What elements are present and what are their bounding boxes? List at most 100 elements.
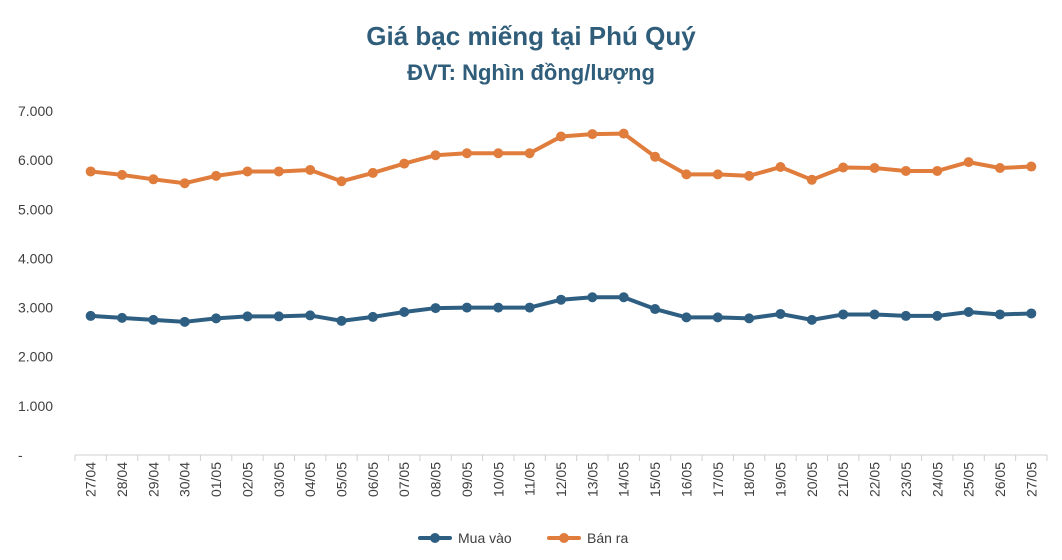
data-point bbox=[587, 292, 598, 303]
y-tick-label: 3.000 bbox=[18, 300, 53, 316]
data-point bbox=[744, 313, 755, 324]
data-point bbox=[493, 148, 504, 159]
x-tick-label: 30/04 bbox=[177, 462, 193, 497]
y-tick-label: 5.000 bbox=[18, 201, 53, 217]
x-tick-label: 04/05 bbox=[302, 462, 318, 497]
chart-subtitle: ĐVT: Nghìn đồng/lượng bbox=[407, 60, 655, 85]
data-point bbox=[838, 162, 849, 173]
data-point bbox=[430, 150, 441, 161]
legend-swatch-marker bbox=[559, 533, 569, 543]
data-point bbox=[900, 165, 911, 176]
x-tick-label: 20/05 bbox=[804, 462, 820, 497]
x-tick-label: 21/05 bbox=[835, 462, 851, 497]
data-point bbox=[461, 302, 472, 313]
chart-title: Giá bạc miếng tại Phú Quý bbox=[366, 21, 696, 51]
x-tick-label: 06/05 bbox=[365, 462, 381, 497]
data-point bbox=[273, 166, 284, 177]
x-tick-label: 25/05 bbox=[961, 462, 977, 497]
data-point bbox=[806, 314, 817, 325]
data-point bbox=[994, 163, 1005, 174]
x-tick-label: 27/05 bbox=[1023, 462, 1039, 497]
series-0 bbox=[85, 292, 1037, 327]
x-tick-label: 15/05 bbox=[647, 462, 663, 497]
x-tick-label: 29/04 bbox=[145, 462, 161, 497]
data-point bbox=[963, 306, 974, 317]
data-point bbox=[273, 311, 284, 322]
data-point bbox=[461, 148, 472, 159]
data-point bbox=[556, 294, 566, 305]
data-point bbox=[367, 311, 378, 322]
data-point bbox=[211, 313, 222, 324]
data-point bbox=[179, 316, 190, 327]
data-point bbox=[367, 167, 378, 178]
data-point bbox=[932, 165, 943, 176]
x-tick-label: 01/05 bbox=[208, 462, 224, 497]
data-point bbox=[744, 170, 755, 181]
legend-label: Bán ra bbox=[587, 530, 628, 546]
data-point bbox=[242, 311, 253, 322]
x-tick-label: 03/05 bbox=[271, 462, 287, 497]
data-point bbox=[650, 304, 661, 315]
data-point bbox=[493, 302, 504, 313]
data-point bbox=[336, 176, 347, 187]
x-tick-label: 27/04 bbox=[83, 462, 99, 497]
data-point bbox=[242, 166, 253, 177]
data-point bbox=[869, 309, 880, 320]
x-tick-label: 12/05 bbox=[553, 462, 569, 497]
data-point bbox=[932, 310, 943, 321]
x-tick-label: 07/05 bbox=[396, 462, 412, 497]
series-layer bbox=[85, 128, 1037, 327]
data-point bbox=[85, 310, 96, 321]
x-tick-label: 08/05 bbox=[428, 462, 444, 497]
x-tick-label: 13/05 bbox=[584, 462, 600, 497]
data-point bbox=[650, 151, 661, 162]
x-tick-label: 14/05 bbox=[616, 462, 632, 497]
data-point bbox=[712, 169, 723, 180]
data-point bbox=[305, 164, 316, 175]
x-tick-label: 23/05 bbox=[898, 462, 914, 497]
x-tick-label: 16/05 bbox=[678, 462, 694, 497]
data-point bbox=[399, 306, 410, 317]
legend-label: Mua vào bbox=[458, 530, 512, 546]
y-tick-label: - bbox=[18, 447, 23, 463]
x-tick-label: 10/05 bbox=[490, 462, 506, 497]
x-tick-label: 05/05 bbox=[334, 462, 350, 497]
data-point bbox=[1026, 308, 1037, 319]
data-point bbox=[712, 312, 723, 323]
y-tick-label: 6.000 bbox=[18, 152, 53, 168]
x-tick-label: 28/04 bbox=[114, 462, 130, 497]
data-point bbox=[524, 302, 535, 313]
x-tick-label: 02/05 bbox=[239, 462, 255, 497]
data-point bbox=[179, 178, 190, 189]
data-point bbox=[399, 158, 410, 169]
data-point bbox=[963, 157, 974, 168]
y-axis: - 1.000 2.000 3.000 4.000 5.000 6.000 7.000 bbox=[18, 103, 53, 463]
x-axis: 27/04 28/04 29/04 30/04 01/05 02/05 03/05 04/05… bbox=[74, 455, 1048, 497]
data-point bbox=[336, 315, 347, 326]
y-tick-label: 2.000 bbox=[18, 349, 53, 365]
data-point bbox=[806, 174, 817, 185]
legend: Mua vào Bán ra bbox=[418, 530, 628, 546]
data-point bbox=[524, 148, 535, 159]
data-point bbox=[148, 174, 159, 185]
data-point bbox=[838, 309, 849, 320]
series-1 bbox=[85, 128, 1037, 189]
x-tick-label: 11/05 bbox=[522, 462, 538, 496]
y-tick-label: 4.000 bbox=[18, 250, 53, 266]
data-point bbox=[117, 312, 128, 323]
data-point bbox=[681, 312, 692, 323]
data-point bbox=[587, 129, 598, 140]
x-tick-label: 22/05 bbox=[867, 462, 883, 497]
data-point bbox=[430, 303, 441, 314]
data-point bbox=[211, 170, 222, 181]
data-point bbox=[305, 310, 316, 321]
data-point bbox=[775, 162, 786, 173]
y-tick-label: 1.000 bbox=[18, 398, 53, 414]
x-tick-label: 09/05 bbox=[459, 462, 475, 497]
data-point bbox=[117, 169, 128, 180]
y-tick-label: 7.000 bbox=[18, 103, 53, 119]
data-point bbox=[775, 308, 786, 319]
x-tick-label: 26/05 bbox=[992, 462, 1008, 497]
data-point bbox=[900, 310, 911, 321]
